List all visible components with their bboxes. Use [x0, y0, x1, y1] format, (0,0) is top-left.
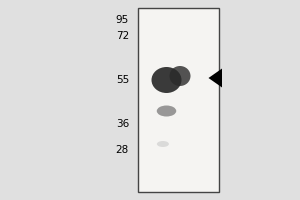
Polygon shape — [208, 69, 222, 87]
Bar — [138, 8, 219, 192]
Ellipse shape — [157, 106, 176, 116]
Text: 72: 72 — [116, 31, 129, 41]
Ellipse shape — [157, 141, 169, 147]
Text: 95: 95 — [116, 15, 129, 25]
Text: 55: 55 — [116, 75, 129, 85]
Ellipse shape — [152, 67, 182, 93]
Ellipse shape — [169, 66, 190, 86]
Text: 28: 28 — [116, 145, 129, 155]
Text: 36: 36 — [116, 119, 129, 129]
